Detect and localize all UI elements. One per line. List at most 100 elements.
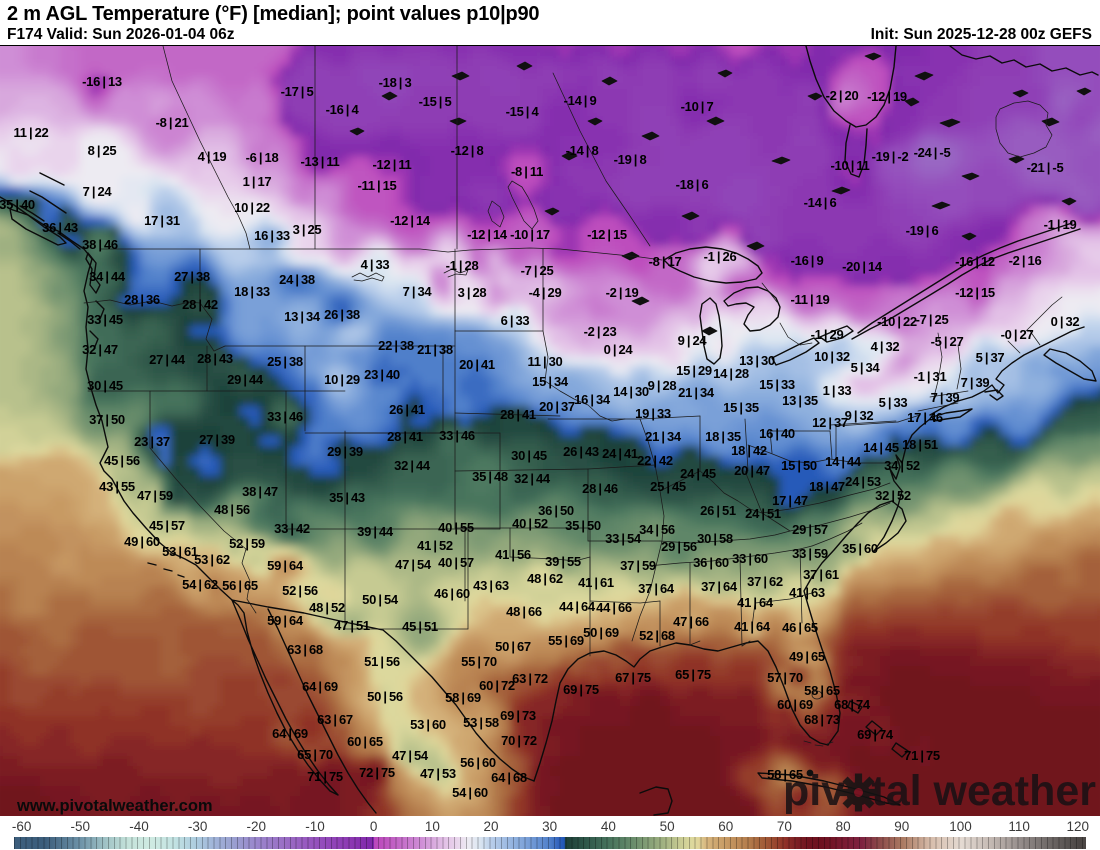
svg-text:0 | 32: 0 | 32 [1051,314,1080,329]
svg-text:59 | 64: 59 | 64 [267,613,304,628]
svg-text:43 | 55: 43 | 55 [99,479,135,494]
svg-text:pivotal weather: pivotal weather [783,767,1096,815]
svg-text:16 | 33: 16 | 33 [254,228,290,243]
svg-text:-17 | 5: -17 | 5 [281,84,314,99]
svg-text:58 | 65: 58 | 65 [804,683,840,698]
svg-text:47 | 59: 47 | 59 [137,488,173,503]
svg-text:15 | 34: 15 | 34 [532,374,569,389]
svg-text:33 | 60: 33 | 60 [732,551,768,566]
svg-text:-12 | 15: -12 | 15 [587,227,627,242]
svg-text:37 | 59: 37 | 59 [620,558,656,573]
svg-text:12 | 37: 12 | 37 [812,415,848,430]
svg-text:67 | 75: 67 | 75 [615,670,651,685]
svg-text:27 | 44: 27 | 44 [149,352,186,367]
svg-text:20 | 41: 20 | 41 [459,357,495,372]
svg-text:26 | 51: 26 | 51 [700,503,736,518]
svg-text:17 | 31: 17 | 31 [144,213,180,228]
svg-text:-10 | 7: -10 | 7 [681,99,714,114]
svg-text:69 | 73: 69 | 73 [500,708,536,723]
svg-text:49 | 65: 49 | 65 [789,649,825,664]
svg-text:9 | 28: 9 | 28 [648,378,677,393]
svg-text:0 | 24: 0 | 24 [604,342,634,357]
svg-text:-4 | 29: -4 | 29 [529,285,562,300]
svg-text:28 | 36: 28 | 36 [124,292,160,307]
svg-text:64 | 69: 64 | 69 [272,726,308,741]
svg-text:27 | 38: 27 | 38 [174,269,210,284]
svg-text:47 | 53: 47 | 53 [420,766,456,781]
svg-text:63 | 68: 63 | 68 [287,642,323,657]
svg-text:39 | 44: 39 | 44 [357,524,394,539]
svg-text:47 | 54: 47 | 54 [395,557,432,572]
svg-text:52 | 56: 52 | 56 [282,583,318,598]
svg-text:-1 | 26: -1 | 26 [704,249,737,264]
svg-text:24 | 38: 24 | 38 [279,272,315,287]
svg-text:-15 | 4: -15 | 4 [506,104,540,119]
svg-text:13 | 34: 13 | 34 [284,309,321,324]
svg-text:25 | 45: 25 | 45 [650,479,686,494]
svg-text:4 | 32: 4 | 32 [871,339,900,354]
svg-text:30 | 58: 30 | 58 [697,531,733,546]
svg-text:40 | 57: 40 | 57 [438,555,474,570]
svg-text:54 | 60: 54 | 60 [452,785,488,800]
svg-text:36 | 50: 36 | 50 [538,503,574,518]
svg-text:41 | 56: 41 | 56 [495,547,531,562]
svg-text:3 | 25: 3 | 25 [293,222,322,237]
svg-text:-11 | 15: -11 | 15 [358,178,397,193]
svg-text:55 | 69: 55 | 69 [548,633,584,648]
svg-text:8 | 25: 8 | 25 [88,143,117,158]
svg-text:-7 | 25: -7 | 25 [521,263,554,278]
svg-text:60 | 65: 60 | 65 [347,734,383,749]
svg-text:58 | 65: 58 | 65 [767,767,803,782]
svg-text:-12 | 14: -12 | 14 [467,227,508,242]
svg-text:17 | 47: 17 | 47 [772,493,808,508]
svg-text:72 | 75: 72 | 75 [359,765,395,780]
svg-text:-10 | 17: -10 | 17 [510,227,550,242]
svg-text:3 | 28: 3 | 28 [458,285,487,300]
svg-text:48 | 52: 48 | 52 [309,600,345,615]
svg-text:27 | 39: 27 | 39 [199,432,235,447]
svg-text:-12 | 11: -12 | 11 [373,157,412,172]
svg-text:48 | 66: 48 | 66 [506,604,542,619]
svg-text:33 | 46: 33 | 46 [267,409,303,424]
svg-text:26 | 43: 26 | 43 [563,444,599,459]
svg-text:-16 | 4: -16 | 4 [326,102,360,117]
svg-text:30 | 45: 30 | 45 [511,448,547,463]
svg-text:28 | 43: 28 | 43 [197,351,233,366]
svg-text:15 | 33: 15 | 33 [759,377,795,392]
svg-text:-2 | 20: -2 | 20 [826,88,859,103]
svg-text:50 | 69: 50 | 69 [583,625,619,640]
svg-text:29 | 57: 29 | 57 [792,522,828,537]
svg-text:53 | 62: 53 | 62 [194,552,230,567]
svg-text:46 | 60: 46 | 60 [434,586,470,601]
svg-text:35 | 43: 35 | 43 [329,490,365,505]
svg-text:48 | 56: 48 | 56 [214,502,250,517]
svg-text:36 | 43: 36 | 43 [42,220,78,235]
svg-text:34 | 52: 34 | 52 [884,458,920,473]
svg-text:-11 | 19: -11 | 19 [791,292,830,307]
svg-text:15 | 50: 15 | 50 [781,458,817,473]
svg-text:65 | 70: 65 | 70 [297,747,333,762]
svg-text:53 | 60: 53 | 60 [410,717,446,732]
svg-text:4 | 19: 4 | 19 [198,149,227,164]
svg-text:-12 | 15: -12 | 15 [955,285,995,300]
svg-text:47 | 54: 47 | 54 [392,748,429,763]
svg-text:7 | 39: 7 | 39 [961,375,990,390]
svg-text:18 | 42: 18 | 42 [731,443,767,458]
svg-text:-12 | 14: -12 | 14 [390,213,431,228]
svg-text:25 | 38: 25 | 38 [267,354,303,369]
svg-text:-10 | 22: -10 | 22 [877,314,917,329]
svg-text:18 | 33: 18 | 33 [234,284,270,299]
svg-text:-19 | 6: -19 | 6 [906,223,939,238]
svg-text:-2 | 23: -2 | 23 [584,324,617,339]
svg-text:-6 | 18: -6 | 18 [246,150,279,165]
svg-text:41 | 64: 41 | 64 [737,595,774,610]
svg-text:32 | 47: 32 | 47 [82,342,118,357]
svg-text:-16 | 12: -16 | 12 [955,254,995,269]
svg-text:-12 | 19: -12 | 19 [867,89,907,104]
svg-text:14 | 28: 14 | 28 [713,366,749,381]
svg-text:22 | 42: 22 | 42 [637,453,673,468]
svg-text:35 | 60: 35 | 60 [842,541,878,556]
svg-text:28 | 41: 28 | 41 [387,429,423,444]
svg-text:30 | 45: 30 | 45 [87,378,123,393]
svg-text:-1 | 19: -1 | 19 [1044,217,1077,232]
